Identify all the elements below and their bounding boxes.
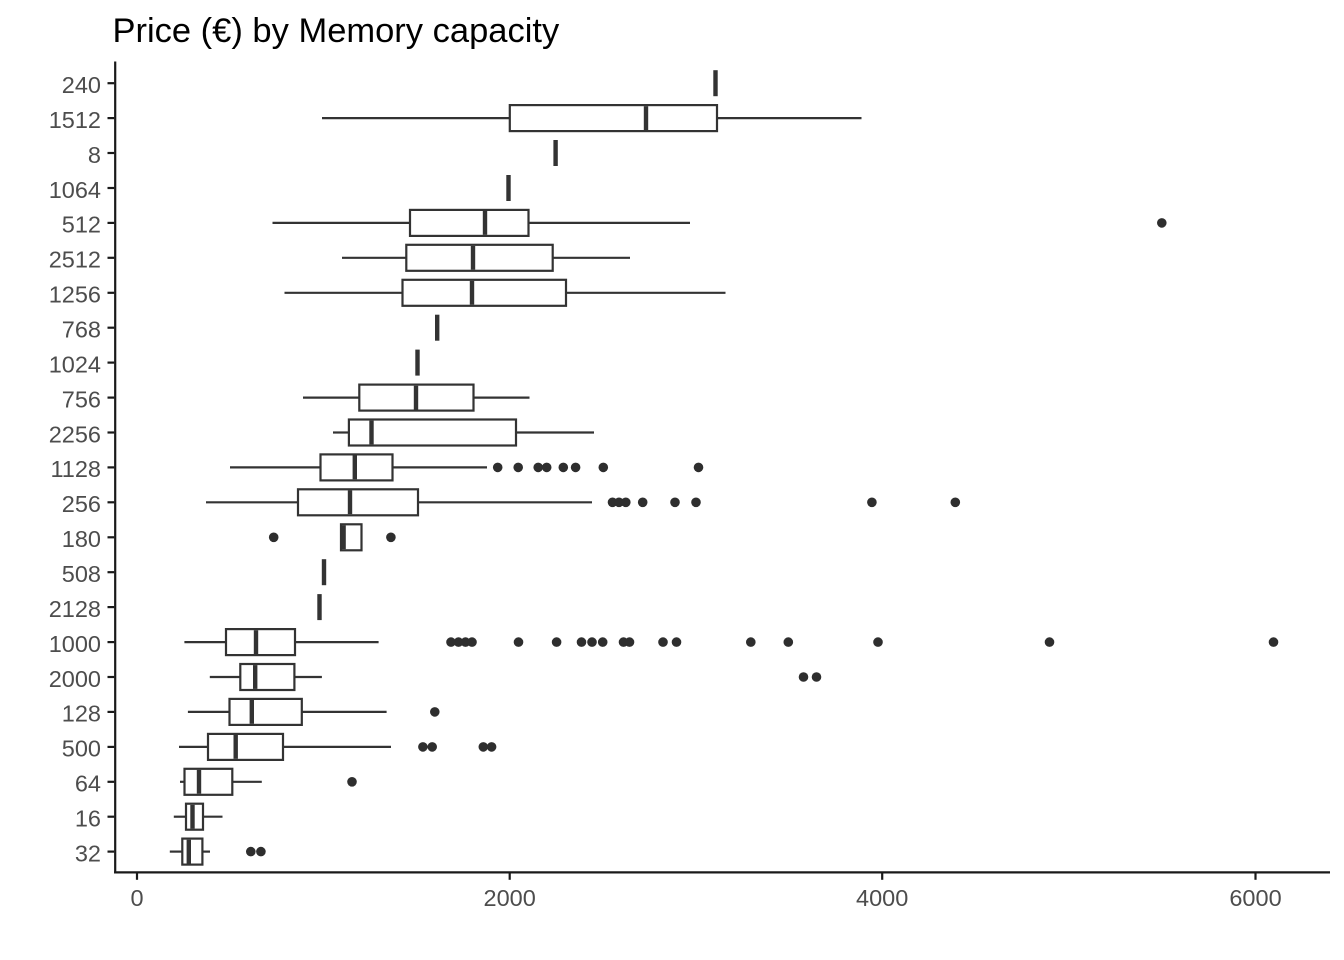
svg-text:1512: 1512 xyxy=(49,107,101,133)
svg-text:1000: 1000 xyxy=(49,631,101,657)
svg-text:2512: 2512 xyxy=(49,247,101,273)
svg-text:0: 0 xyxy=(130,885,143,911)
svg-text:768: 768 xyxy=(62,317,101,343)
svg-text:756: 756 xyxy=(62,386,101,412)
svg-text:508: 508 xyxy=(62,561,101,587)
svg-text:512: 512 xyxy=(62,212,101,238)
svg-text:180: 180 xyxy=(62,526,101,552)
svg-text:2128: 2128 xyxy=(49,596,101,622)
svg-text:1128: 1128 xyxy=(50,456,101,482)
svg-text:2256: 2256 xyxy=(49,421,101,447)
svg-text:1024: 1024 xyxy=(49,351,101,377)
svg-text:1256: 1256 xyxy=(49,282,101,308)
svg-text:32: 32 xyxy=(75,840,101,866)
svg-text:1064: 1064 xyxy=(49,177,101,203)
svg-text:16: 16 xyxy=(75,806,101,832)
svg-text:128: 128 xyxy=(62,701,101,727)
svg-text:2000: 2000 xyxy=(484,885,536,911)
svg-text:Price (€) by Memory capacity: Price (€) by Memory capacity xyxy=(113,12,560,50)
svg-text:2000: 2000 xyxy=(49,666,101,692)
svg-text:6000: 6000 xyxy=(1229,885,1281,911)
svg-text:256: 256 xyxy=(62,491,101,517)
svg-text:240: 240 xyxy=(62,72,101,98)
svg-text:500: 500 xyxy=(62,736,101,762)
svg-text:4000: 4000 xyxy=(856,885,908,911)
svg-text:64: 64 xyxy=(75,771,101,797)
svg-text:8: 8 xyxy=(88,142,101,168)
